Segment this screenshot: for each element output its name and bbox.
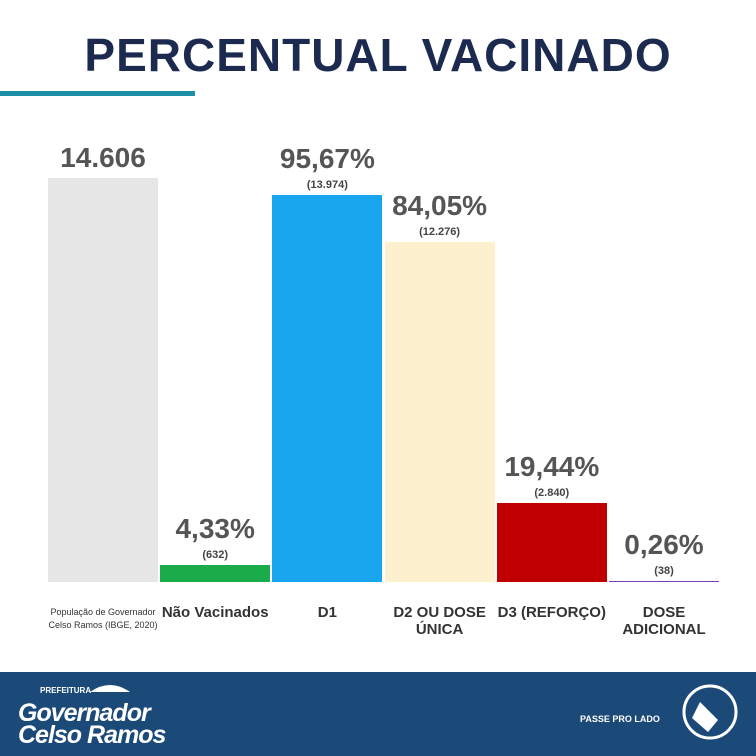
category-label: População de Governador Celso Ramos (IBG… [48,607,158,630]
logo-line: Celso Ramos [18,721,166,749]
hand-shape [692,702,718,732]
footer [0,672,756,756]
bar [384,242,495,582]
category-label: D1 [317,604,337,621]
value-label: 14.606 [60,142,146,173]
percent-label: 95,67% [279,143,375,175]
title: PERCENTUAL VACINADO [84,29,672,81]
footer-icons [90,684,738,740]
value-label: (2.840) [534,487,570,500]
logo-prefix: PREFEITURA [40,686,92,695]
percent-label: 4,33% [175,512,255,544]
logo-text: Governador Celso Ramos [18,699,166,749]
category-label: D3 (REFORÇO) [497,604,606,621]
value-label: (632) [202,548,229,561]
title-rule [0,91,195,96]
swipe-hint: PASSE PRO LADO [580,714,660,724]
logo-icon [90,685,130,692]
logo-line: Governador [18,699,151,727]
percent-label: 19,44% [504,451,600,483]
bar [609,580,719,582]
category-label: D2 OU DOSE ÚNICA [393,604,486,638]
bar [48,178,158,582]
value-label: (12.276) [419,226,461,239]
hand-icon [682,684,738,740]
value-label: (38) [654,564,674,577]
value-label: (13.974) [306,179,348,192]
chart: 14.606 População de Governador Celso Ramo… [48,142,719,638]
category-label: Não Vacinados [161,604,269,621]
percent-label: 0,26% [624,528,704,560]
bar [272,195,383,582]
bar [496,503,607,582]
category-label: DOSE ADICIONAL [622,604,706,638]
bar [160,564,271,582]
percent-label: 84,05% [392,190,488,222]
